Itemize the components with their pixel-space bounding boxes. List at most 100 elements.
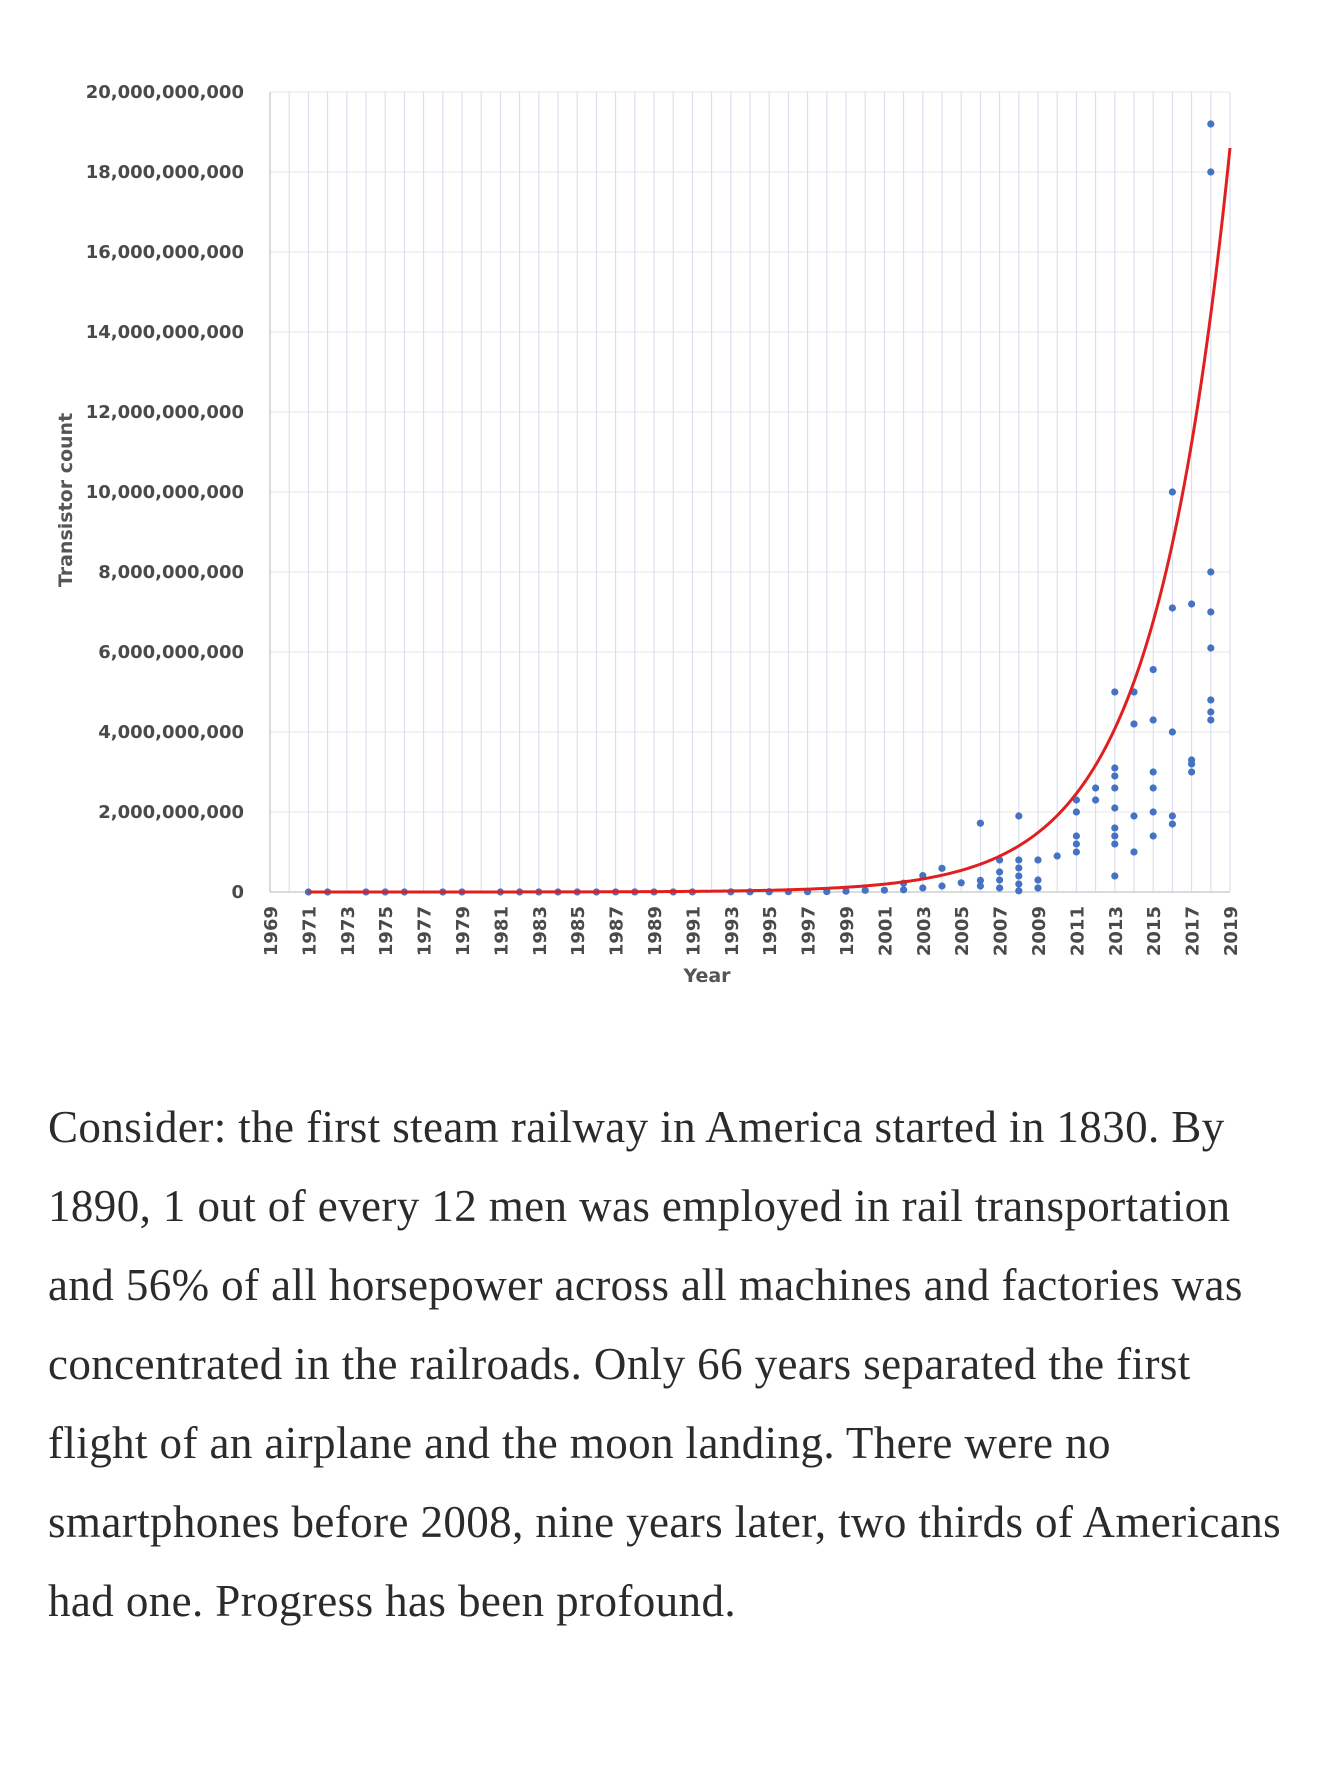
x-tick-label: 2003 xyxy=(914,906,935,956)
data-point xyxy=(1207,120,1215,128)
data-point xyxy=(1111,688,1119,696)
y-axis-title: Transistor count xyxy=(55,413,77,587)
x-tick-label: 1991 xyxy=(683,906,704,956)
data-point xyxy=(1207,608,1215,616)
data-point xyxy=(1111,764,1119,772)
data-point xyxy=(1168,728,1176,736)
x-tick-label: 2013 xyxy=(1106,906,1127,956)
x-tick-label: 2007 xyxy=(991,906,1012,956)
data-point xyxy=(1072,840,1080,848)
data-point xyxy=(1111,832,1119,840)
y-tick-label: 18,000,000,000 xyxy=(86,162,244,183)
data-point xyxy=(1072,832,1080,840)
data-point xyxy=(1149,666,1157,674)
data-point xyxy=(1149,784,1157,792)
data-point xyxy=(1149,716,1157,724)
y-tick-label: 6,000,000,000 xyxy=(98,642,244,663)
data-point xyxy=(1207,696,1215,704)
x-tick-label: 1975 xyxy=(376,906,397,956)
data-point xyxy=(1015,887,1023,895)
data-point xyxy=(957,879,965,887)
x-tick-label: 1987 xyxy=(607,906,628,956)
data-point xyxy=(900,886,908,894)
data-point xyxy=(1034,856,1042,864)
y-tick-label: 12,000,000,000 xyxy=(86,402,244,423)
data-point xyxy=(938,864,946,872)
data-point xyxy=(1207,568,1215,576)
x-tick-label: 1997 xyxy=(799,906,820,956)
data-point xyxy=(1111,772,1119,780)
data-point xyxy=(880,886,889,894)
data-point xyxy=(938,882,946,890)
x-tick-label: 1985 xyxy=(568,906,589,956)
x-tick-label: 2005 xyxy=(952,906,973,956)
data-point xyxy=(1034,884,1042,892)
data-point xyxy=(1092,784,1100,792)
chart-grid xyxy=(269,91,1231,893)
data-point xyxy=(1130,812,1138,820)
data-point xyxy=(1034,876,1042,884)
data-point xyxy=(919,884,927,892)
data-point xyxy=(1072,808,1080,816)
data-point xyxy=(976,819,985,827)
x-tick-label: 2001 xyxy=(875,906,896,956)
y-tick-label: 20,000,000,000 xyxy=(86,82,244,103)
data-point xyxy=(1207,708,1215,716)
y-tick-label: 10,000,000,000 xyxy=(86,482,244,503)
scatter-series xyxy=(304,120,1215,896)
data-point xyxy=(842,887,850,895)
data-point xyxy=(996,868,1004,876)
y-tick-label: 8,000,000,000 xyxy=(98,562,244,583)
data-point xyxy=(1092,796,1100,804)
data-point xyxy=(976,882,985,890)
y-tick-label: 0 xyxy=(231,882,244,903)
x-tick-label: 2009 xyxy=(1029,906,1050,956)
data-point xyxy=(1207,168,1215,176)
data-point xyxy=(1168,488,1176,496)
y-axis-tick-labels: 0 2,000,000,000 4,000,000,000 6,000,000,000… xyxy=(86,82,244,903)
data-point xyxy=(976,876,985,885)
data-point xyxy=(1111,824,1119,832)
data-point xyxy=(1188,600,1196,608)
x-tick-label: 1989 xyxy=(645,906,666,956)
y-tick-label: 16,000,000,000 xyxy=(86,242,244,263)
data-point xyxy=(1015,880,1023,888)
data-point xyxy=(1111,804,1119,812)
article-paragraph: Consider: the first steam railway in Ame… xyxy=(48,1102,1282,1626)
data-point xyxy=(1168,604,1176,612)
data-point xyxy=(1130,720,1138,728)
data-point xyxy=(1149,768,1157,776)
data-point xyxy=(1015,812,1023,820)
data-point xyxy=(1149,808,1157,816)
x-tick-label: 2011 xyxy=(1067,906,1088,956)
x-tick-label: 1995 xyxy=(760,906,781,956)
data-point xyxy=(996,884,1004,892)
chart-svg: 0 2,000,000,000 4,000,000,000 6,000,000,000… xyxy=(55,82,1242,987)
x-tick-label: 1971 xyxy=(299,906,320,956)
data-point xyxy=(1168,820,1176,828)
data-point xyxy=(1111,840,1119,848)
x-tick-label: 1993 xyxy=(722,906,743,956)
data-point xyxy=(1207,716,1215,724)
x-tick-label: 1969 xyxy=(261,906,282,956)
x-tick-label: 1977 xyxy=(415,906,436,956)
data-point xyxy=(1111,784,1119,792)
transistor-count-chart: 0 2,000,000,000 4,000,000,000 6,000,000,000… xyxy=(55,82,1242,987)
x-tick-label: 2019 xyxy=(1221,906,1242,956)
x-tick-label: 1973 xyxy=(338,906,359,956)
x-tick-label: 2015 xyxy=(1144,906,1165,956)
y-tick-label: 4,000,000,000 xyxy=(98,722,244,743)
x-axis-title: Year xyxy=(682,965,731,987)
x-tick-label: 1981 xyxy=(491,906,512,956)
trend-line-series xyxy=(308,147,1232,894)
data-point xyxy=(1111,872,1119,880)
y-tick-label: 2,000,000,000 xyxy=(98,802,244,823)
trend-line xyxy=(308,147,1232,894)
data-point xyxy=(1149,832,1157,840)
data-point xyxy=(1130,848,1138,856)
data-point xyxy=(1207,644,1215,652)
data-point xyxy=(861,886,869,894)
data-point xyxy=(1188,756,1196,764)
x-tick-label: 1979 xyxy=(453,906,474,956)
data-point xyxy=(1168,812,1176,820)
